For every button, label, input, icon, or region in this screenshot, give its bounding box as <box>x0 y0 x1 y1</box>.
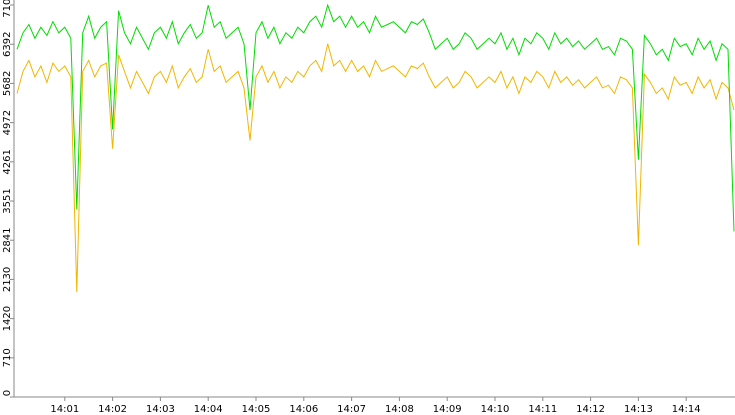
x-tick-label: 14:12 <box>576 404 605 415</box>
y-tick-label: 2130 <box>2 267 13 292</box>
x-tick-label: 14:07 <box>337 404 366 415</box>
x-tick-label: 14:13 <box>624 404 653 415</box>
y-tick-label: 710 <box>2 348 13 367</box>
x-tick-label: 14:02 <box>98 404 127 415</box>
x-tick-label: 14:14 <box>672 404 701 415</box>
y-tick-label: 7103 <box>2 0 13 18</box>
y-tick-label: 6392 <box>2 32 13 57</box>
x-tick-label: 14:05 <box>242 404 271 415</box>
x-tick-label: 14:01 <box>50 404 79 415</box>
y-tick-label: 1420 <box>2 306 13 331</box>
y-tick-label: 0 <box>2 390 13 396</box>
x-tick-label: 14:09 <box>433 404 462 415</box>
y-tick-label: 4972 <box>2 110 13 135</box>
x-tick-label: 14:03 <box>146 404 175 415</box>
x-tick-label: 14:11 <box>528 404 557 415</box>
y-tick-label: 4261 <box>2 149 13 174</box>
x-tick-label: 14:06 <box>289 404 318 415</box>
y-tick-label: 5682 <box>2 71 13 96</box>
x-tick-label: 14:08 <box>385 404 414 415</box>
y-tick-label: 3551 <box>2 188 13 213</box>
x-tick-label: 14:10 <box>481 404 510 415</box>
x-tick-label: 14:04 <box>194 404 223 415</box>
series-line <box>16 43 735 293</box>
series-line <box>16 3 735 232</box>
y-tick-label: 2841 <box>2 227 13 252</box>
